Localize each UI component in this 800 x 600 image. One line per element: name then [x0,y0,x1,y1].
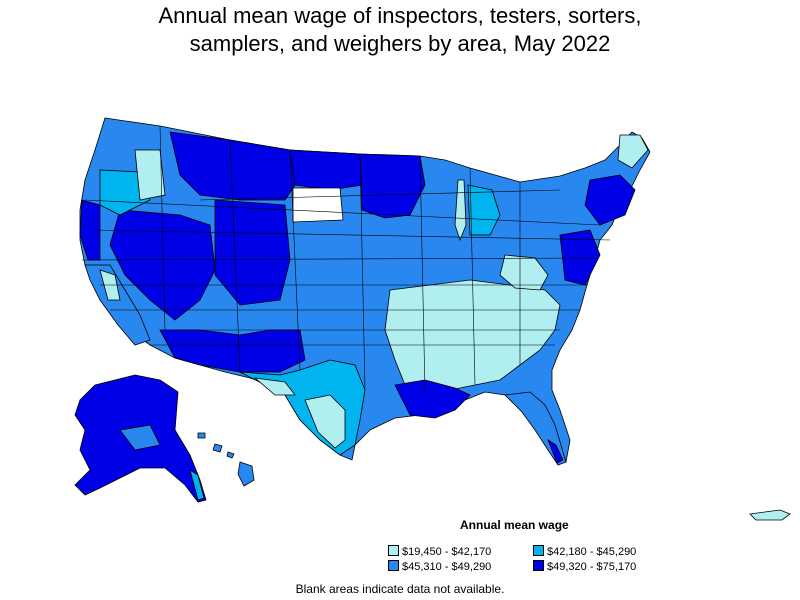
michigan-mid [467,184,501,236]
map-title-line2: samplers, and weighers by area, May 2022 [189,31,611,56]
idaho-light [134,149,166,201]
legend-swatch-tier4 [533,560,544,571]
legend-swatch-tier1 [388,545,399,556]
map-title-line1: Annual mean wage of inspectors, testers,… [158,3,642,28]
washington-light [99,169,151,216]
mid-atlantic-dark [559,229,601,286]
south-texas-light [304,394,346,449]
texas-region [239,359,366,456]
legend-item-tier4: $49,320 - $75,170 [533,560,636,573]
no-data-area [292,187,344,223]
gulf-coast-dark [394,379,471,419]
legend-item-tier3: $45,310 - $49,290 [388,560,491,573]
west-texas-light [253,377,296,396]
legend-label-tier3: $45,310 - $49,290 [402,561,492,573]
legend-swatch-tier2 [533,545,544,556]
new-england-dark [584,174,636,226]
maine-light [617,134,649,169]
map-title: Annual mean wage of inspectors, testers,… [0,2,800,58]
legend-title: Annual mean wage [460,518,569,532]
lake-michigan [454,179,467,242]
legend-label-tier1: $19,450 - $42,170 [402,546,492,558]
north-dakota-dark [289,149,363,191]
alaska-mid [119,424,161,451]
legend-swatch-tier3 [388,560,399,571]
puerto-rico [749,509,791,521]
area-borders [81,125,611,393]
legend-label-tier4: $49,320 - $75,170 [547,561,637,573]
legend-label-tier2: $42,180 - $45,290 [547,546,637,558]
legend-item-tier2: $42,180 - $45,290 [533,545,636,558]
florida-dark-coast [547,439,564,464]
footnote: Blank areas indicate data not available. [295,582,505,596]
southwest-dark [159,329,306,373]
legend-item-tier1: $19,450 - $42,170 [388,545,491,558]
alaska-panhandle-light [189,469,205,501]
montana-dark [169,131,296,201]
hawaii [197,432,255,487]
